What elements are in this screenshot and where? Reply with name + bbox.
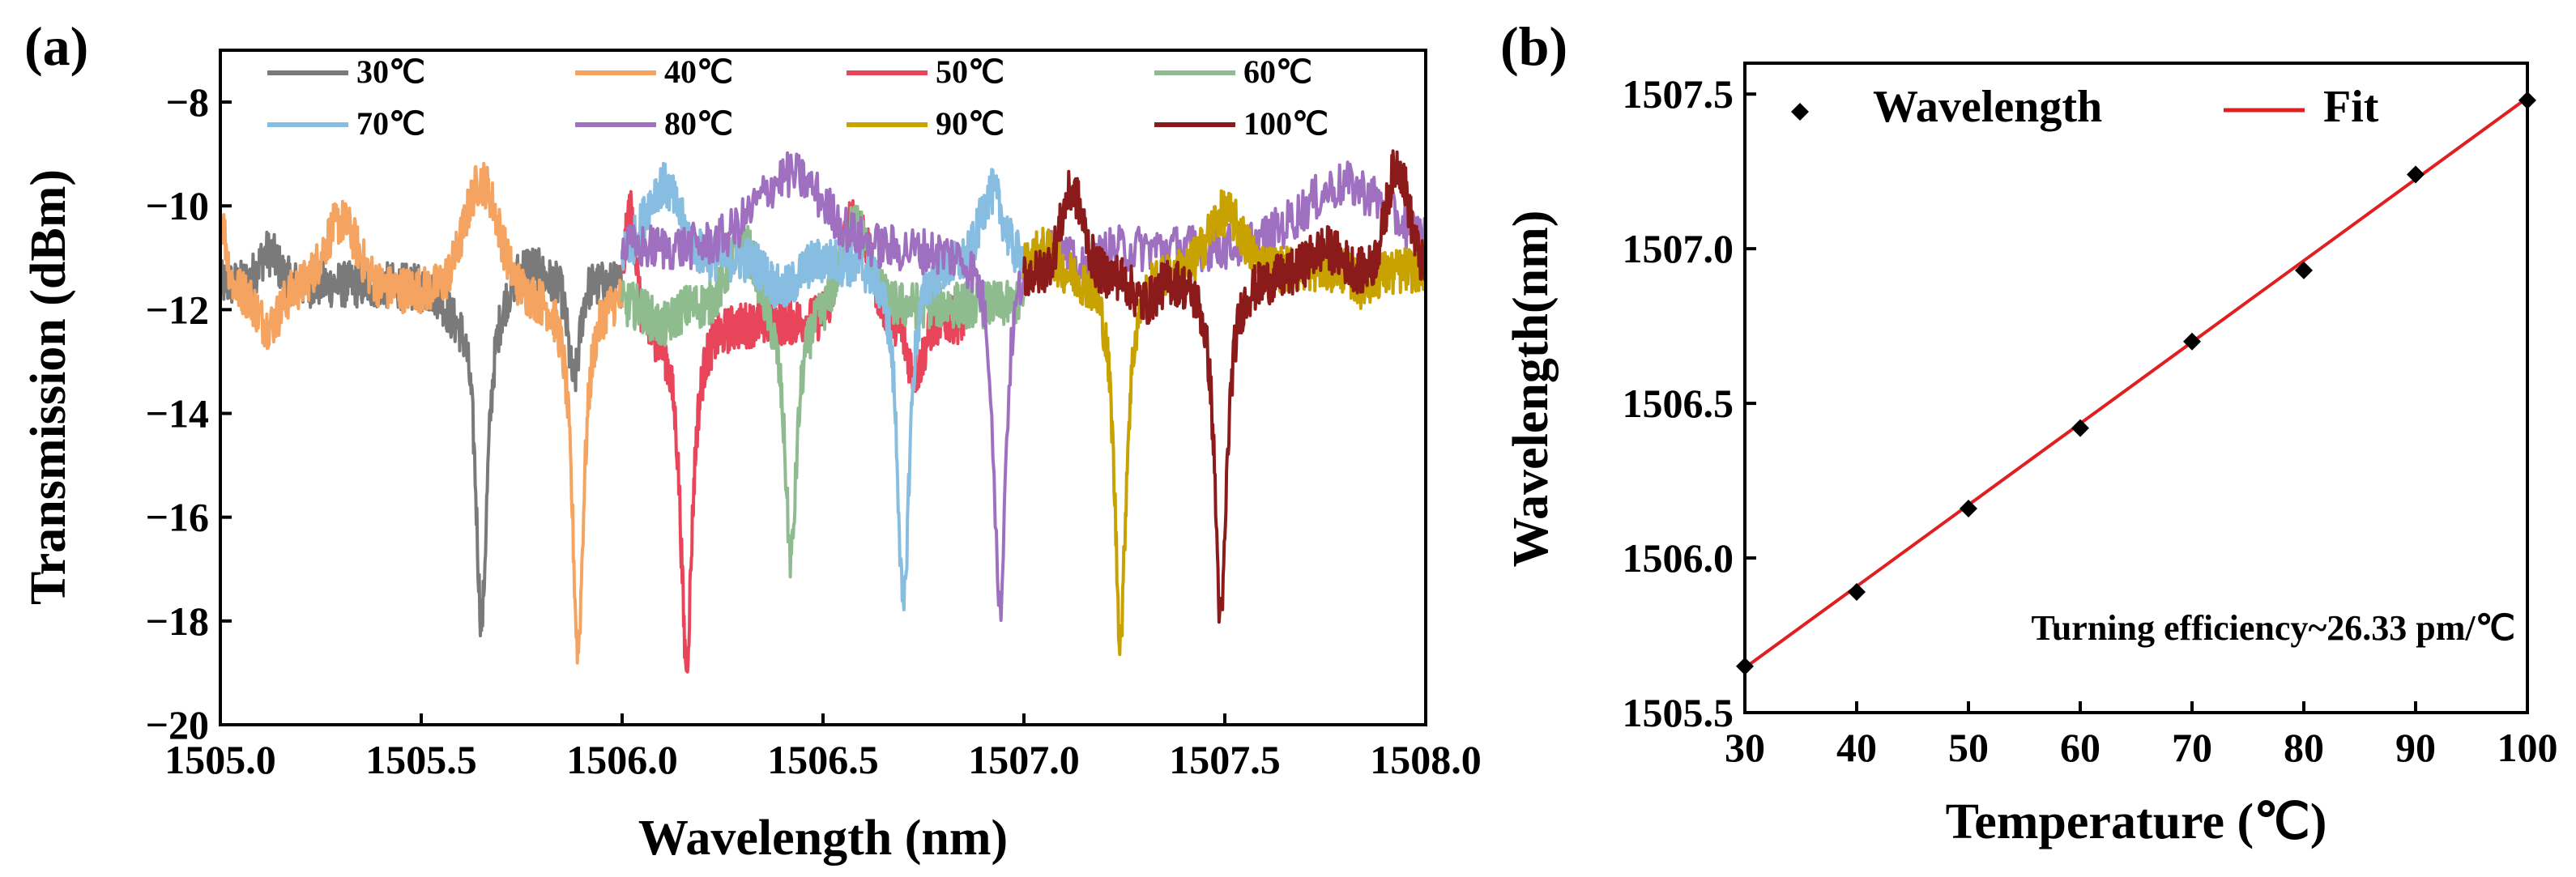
panel-b-legend: Wavelength Fit [1791, 82, 2379, 132]
panel-a-frame [219, 49, 1427, 726]
panel-a-y-axis-title: Transmission (dBm) [21, 169, 76, 605]
x-tick-label: 80 [2284, 725, 2324, 770]
panel-b-x-axis-title: Temperature (℃) [1946, 794, 2327, 849]
legend-label-4: 70℃ [356, 105, 425, 142]
y-tick-label: 1506.5 [1623, 381, 1734, 426]
fit-line [1743, 96, 2529, 670]
panel-b: (b) 30 40 50 60 70 80 90 100 1505.5 1506.0 1506.5 1… [1500, 15, 2558, 849]
y-tick-label: −10 [146, 183, 210, 228]
panel-b-frame [1743, 62, 2529, 714]
x-tick-label: 1505.0 [164, 737, 276, 782]
legend-swatch-wavelength [1791, 103, 1809, 121]
y-tick-label: −20 [146, 702, 210, 747]
legend-label-3: 60℃ [1243, 53, 1312, 90]
series-line-7 [1022, 149, 1426, 624]
x-tick-label: 70 [2172, 725, 2212, 770]
y-tick-label: −18 [146, 598, 210, 644]
legend-label-5: 80℃ [664, 105, 733, 142]
panel-a-legend: 30℃ 40℃ 50℃ 60℃ 70℃ 80℃ 90℃ 100℃ [267, 53, 1329, 142]
panel-a-ticks: 1505.0 1505.5 1506.0 1506.5 1507.0 1507.5 1508… [146, 79, 1482, 782]
series-line-1 [220, 161, 624, 665]
legend-label-7: 100℃ [1243, 105, 1329, 142]
x-tick-label: 1505.5 [365, 737, 477, 782]
legend-label-fit: Fit [2323, 82, 2379, 132]
y-tick-label: 1506.0 [1623, 535, 1734, 581]
panel-a-x-axis-title: Wavelength (nm) [638, 811, 1008, 866]
x-tick-label: 90 [2395, 725, 2436, 770]
legend-label-0: 30℃ [356, 53, 425, 90]
panel-b-label: (b) [1500, 15, 1567, 77]
data-point [2183, 332, 2201, 351]
x-tick-label: 100 [2497, 725, 2558, 770]
x-tick-label: 50 [1948, 725, 1989, 770]
series-line-0 [220, 230, 624, 637]
data-point [1960, 499, 1977, 517]
data-point [1848, 583, 1866, 602]
x-tick-label: 1506.5 [767, 737, 879, 782]
series-line-2 [621, 189, 966, 674]
panel-b-annotation: Turning efficiency~26.33 pm/℃ [2032, 608, 2515, 648]
legend-label-wavelength: Wavelength [1873, 82, 2102, 132]
x-tick-label: 1506.0 [566, 737, 678, 782]
y-tick-label: 1505.5 [1623, 690, 1734, 735]
x-tick-label: 40 [1836, 725, 1877, 770]
panel-a-label: (a) [24, 15, 88, 77]
panel-a: (a) 1505.0 1505.5 1506.0 1506.5 1507.0 1507.5… [21, 15, 1482, 866]
panel-b-y-axis-title: Wavelength(nm) [1503, 211, 1559, 568]
y-tick-label: −14 [146, 391, 210, 436]
legend-label-6: 90℃ [936, 105, 1004, 142]
x-tick-label: 1507.0 [968, 737, 1080, 782]
x-tick-label: 60 [2060, 725, 2100, 770]
panel-a-plot-area [220, 149, 1426, 674]
x-tick-label: 30 [1725, 725, 1765, 770]
series-line-5 [621, 151, 1426, 623]
x-tick-label: 1507.5 [1169, 737, 1281, 782]
x-tick-label: 1508.0 [1370, 737, 1482, 782]
y-tick-label: 1507.5 [1623, 71, 1734, 117]
y-tick-label: −8 [166, 79, 210, 125]
data-point [2295, 261, 2313, 279]
y-tick-label: −12 [146, 287, 210, 332]
y-tick-label: 1507.0 [1623, 226, 1734, 271]
y-tick-label: −16 [146, 495, 210, 540]
data-point [2407, 165, 2425, 184]
panel-b-ticks: 30 40 50 60 70 80 90 100 1505.5 1506.0 1506.5 1507.… [1623, 71, 2558, 770]
panel-b-plot-area [1736, 91, 2536, 675]
series-line-3 [621, 204, 1026, 579]
legend-label-1: 40℃ [664, 53, 733, 90]
data-point [2071, 419, 2089, 437]
legend-label-2: 50℃ [936, 53, 1004, 90]
